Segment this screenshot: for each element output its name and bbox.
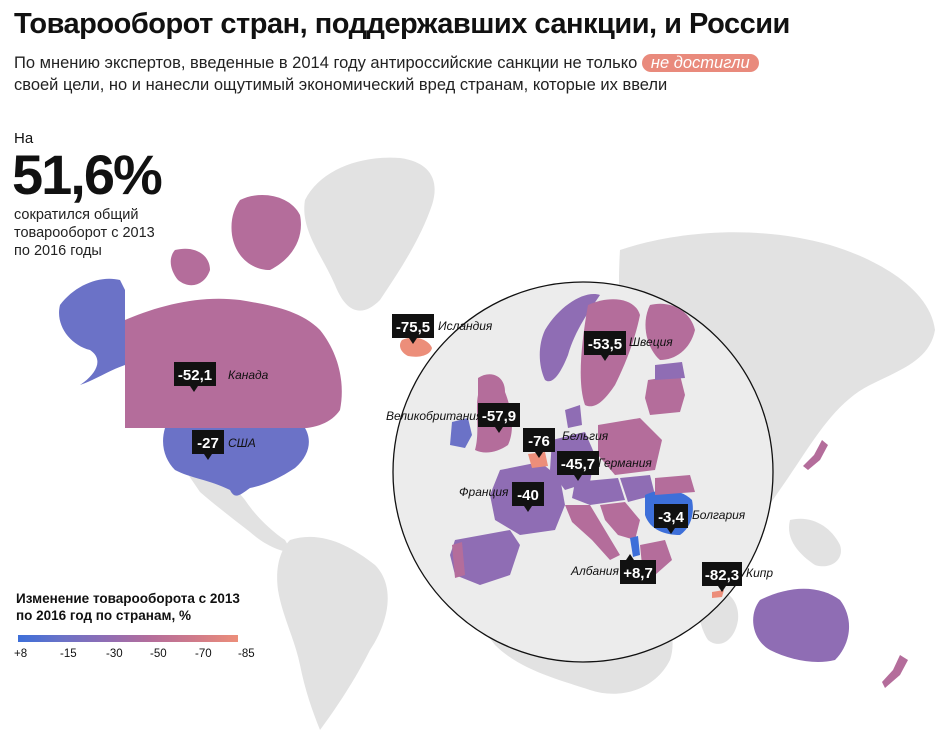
north-america — [59, 195, 342, 496]
badge-belgium: -76 Бельгия — [523, 428, 609, 458]
new-zealand — [882, 655, 908, 688]
subtitle-highlight: не достигли — [641, 54, 759, 72]
country-label: Исландия — [438, 319, 493, 333]
estonia — [655, 362, 685, 380]
badge-germany: -45,7 Германия — [557, 451, 652, 481]
legend-ticks: +8 -15 -30 -50 -70 -85 — [0, 648, 300, 664]
canada — [125, 298, 342, 429]
cyprus — [712, 590, 724, 598]
country-label: Болгария — [692, 508, 746, 522]
poland — [598, 418, 662, 475]
country-label: Канада — [228, 368, 269, 382]
subtitle: По мнению экспертов, введенные в 2014 го… — [14, 52, 774, 96]
stat-prefix: На — [14, 130, 34, 147]
belgium — [528, 452, 548, 468]
badge-value: +8,7 — [623, 565, 653, 582]
badge-value: -76 — [528, 433, 550, 450]
badge-value: -27 — [197, 435, 219, 452]
spain-portugal — [450, 530, 520, 585]
portugal — [452, 542, 465, 578]
badge-france: -40 Франция — [459, 482, 544, 512]
badge-value: -53,5 — [588, 336, 622, 353]
badge-usa: -27 США — [192, 430, 256, 460]
greenland — [304, 157, 435, 311]
japan — [803, 440, 828, 470]
legend-swatch — [62, 635, 106, 642]
norway — [539, 294, 600, 382]
south-america — [277, 536, 388, 730]
alaska — [59, 278, 125, 385]
legend-tick: +8 — [14, 648, 28, 660]
australia — [753, 588, 850, 662]
badge-value: -45,7 — [561, 456, 595, 473]
page-title: Товарооборот стран, поддержавших санкции… — [14, 8, 790, 40]
subtitle-part1: По мнению экспертов, введенные в 2014 го… — [14, 54, 638, 72]
badge-value: -82,3 — [705, 567, 739, 584]
badge-cyprus: -82,3 Кипр — [702, 562, 773, 592]
legend-tick: -70 — [195, 648, 212, 660]
baltic-states — [645, 375, 685, 415]
country-label: Албания — [570, 564, 619, 578]
legend-tick: -85 — [238, 648, 255, 660]
stat-description: сократился общий товарооборот с 2013 по … — [14, 207, 155, 259]
legend-swatch — [150, 635, 194, 642]
badge-value: -57,9 — [482, 408, 516, 425]
legend-swatch — [106, 635, 150, 642]
legend-swatch — [18, 635, 62, 642]
iceland — [400, 337, 432, 357]
badge-iceland: -75,5 Исландия — [392, 314, 493, 344]
balkans — [600, 502, 640, 540]
denmark — [565, 405, 582, 428]
badge-canada: -52,1 Канада — [174, 362, 269, 392]
badge-albania: +8,7 Албания — [570, 554, 656, 584]
country-label: Великобритания — [386, 409, 483, 423]
albania — [630, 536, 640, 557]
legend-tick: -15 — [60, 648, 77, 660]
italy — [565, 505, 620, 560]
country-label: Кипр — [746, 566, 773, 580]
badge-value: -3,4 — [658, 509, 685, 526]
southeast-asia — [789, 518, 841, 567]
legend-swatch — [194, 635, 238, 642]
country-label: Бельгия — [562, 429, 609, 443]
mexico-central-america — [185, 470, 292, 552]
badge-sweden: -53,5 Швеция — [584, 331, 673, 361]
ireland — [450, 418, 472, 448]
legend-color-bar — [18, 635, 238, 642]
czech-austria — [572, 478, 625, 505]
legend-tick: -30 — [106, 648, 123, 660]
canada-arctic-islands — [170, 195, 301, 286]
country-badges: -75,5 Исландия -52,1 Канада -27 США -53,… — [174, 314, 773, 592]
country-label: Швеция — [629, 335, 673, 349]
legend-tick: -50 — [150, 648, 167, 660]
legend-title: Изменение товарооборота с 2013 по 2016 г… — [16, 591, 240, 623]
asia-pacific — [753, 440, 908, 688]
badge-uk: -57,9 Великобритания — [386, 403, 520, 433]
badge-value: -40 — [517, 487, 539, 504]
badge-value: -75,5 — [396, 319, 430, 336]
badge-value: -52,1 — [178, 367, 212, 384]
romania — [655, 475, 695, 495]
stat-value: 51,6% — [12, 143, 163, 206]
subtitle-part2: своей цели, но и нанесли ощутимый эконом… — [14, 76, 668, 94]
badge-bulgaria: -3,4 Болгария — [654, 504, 746, 534]
country-label: Франция — [459, 485, 509, 499]
country-label: США — [228, 436, 256, 450]
finland — [645, 303, 695, 360]
country-label: Германия — [598, 456, 652, 470]
